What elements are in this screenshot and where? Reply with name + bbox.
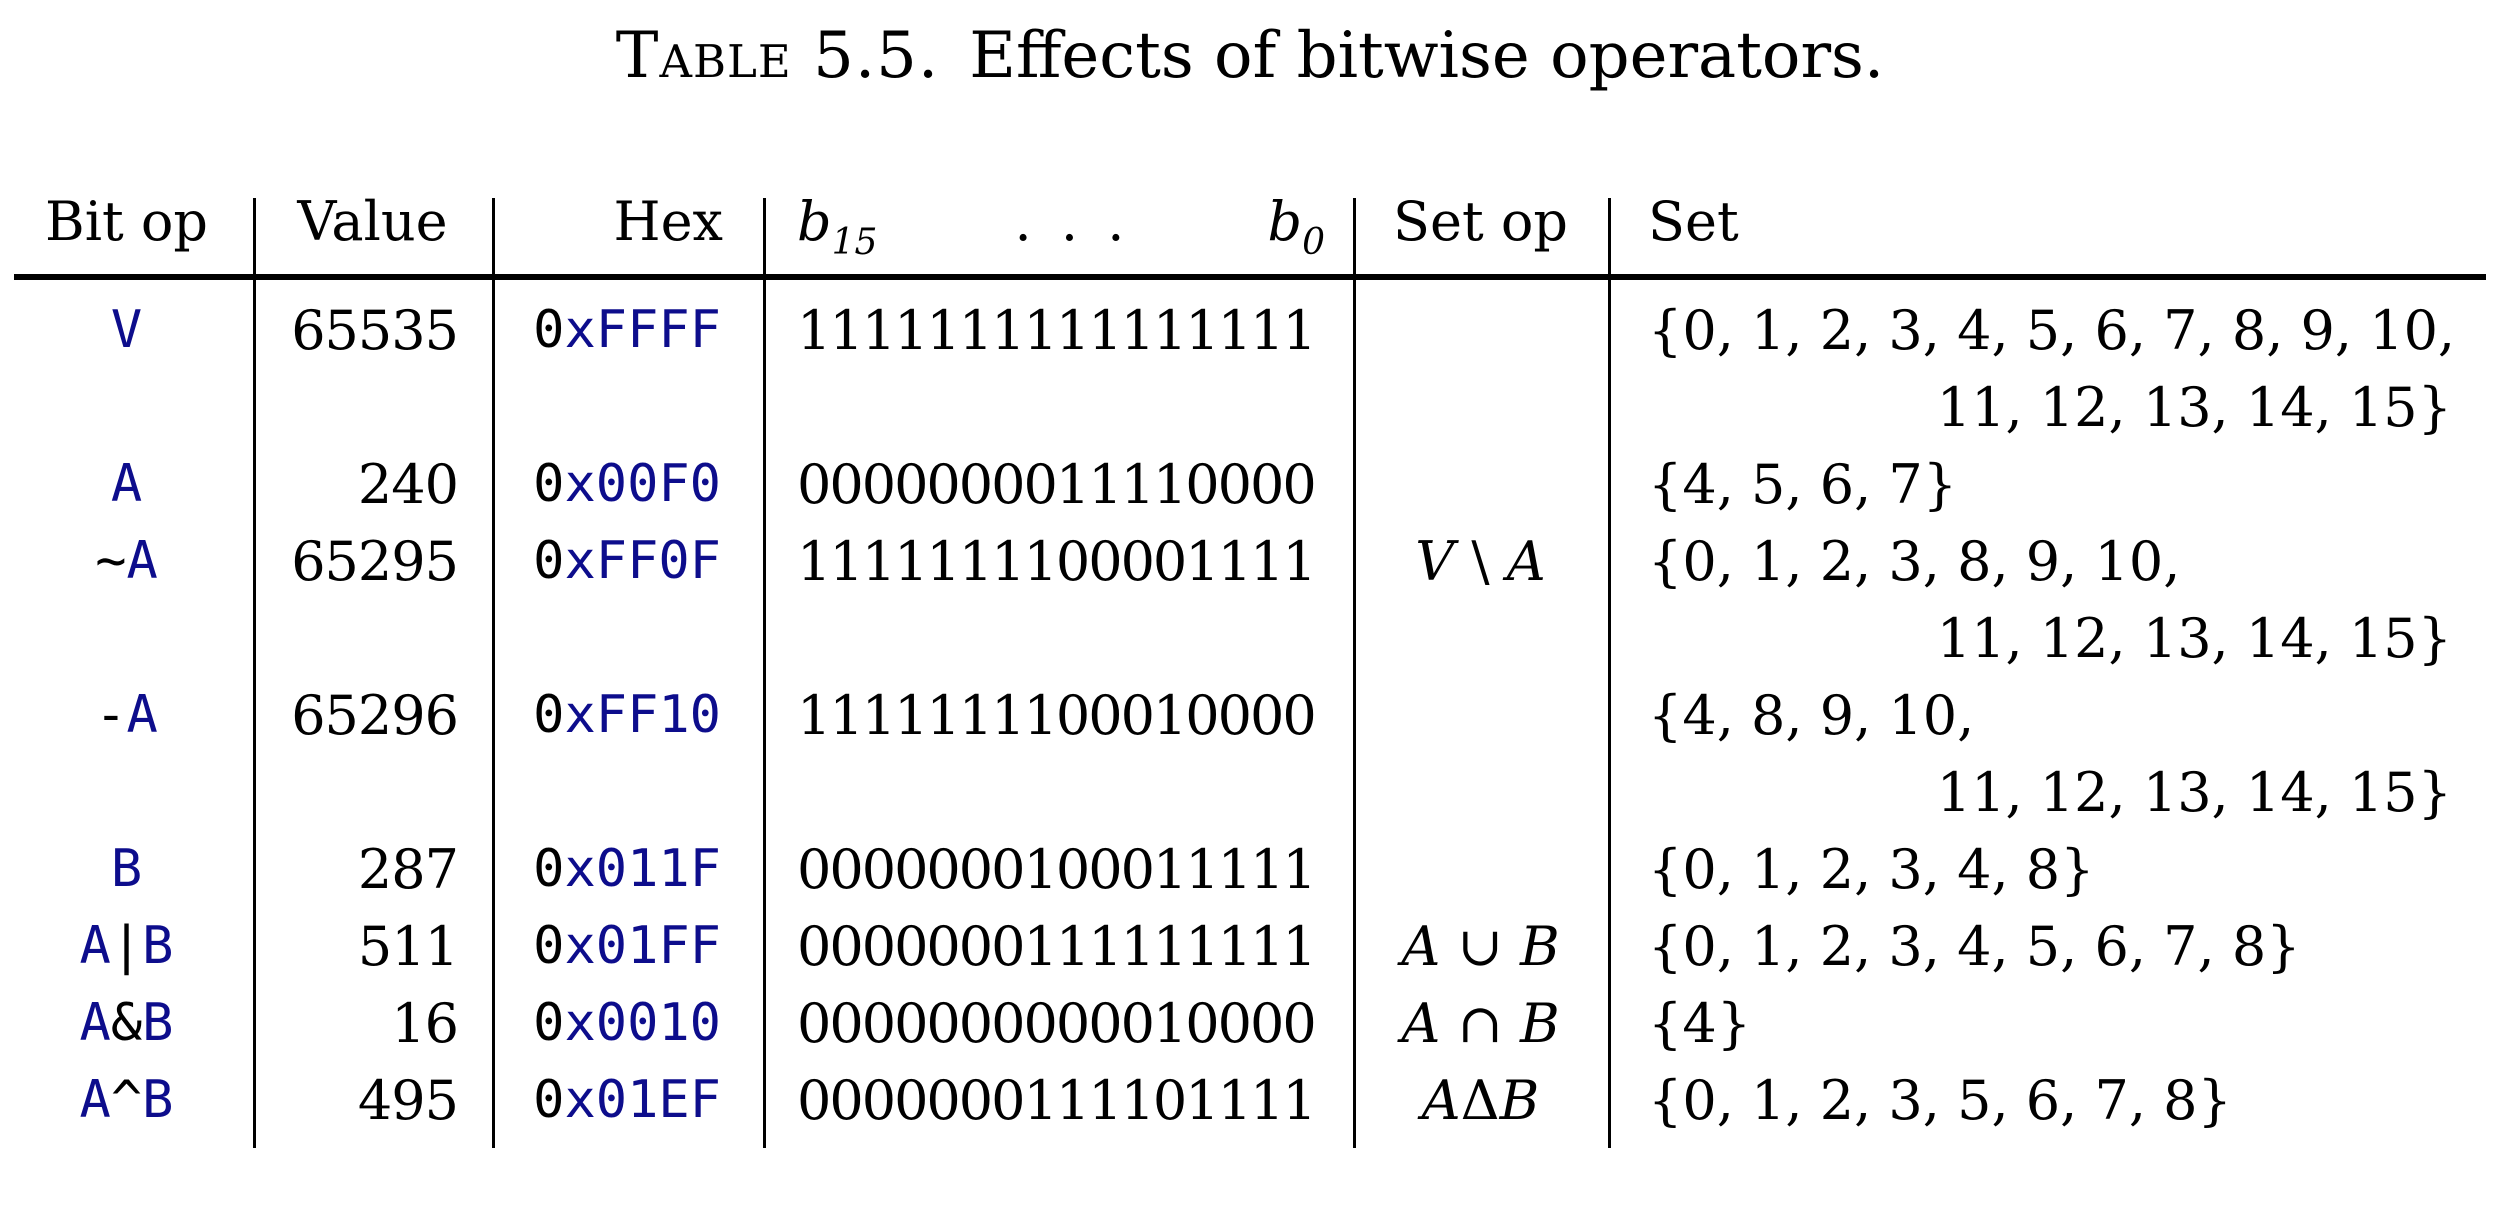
column-rule (253, 198, 256, 1148)
cell-bit-op: V (110, 300, 143, 360)
column-rule (492, 198, 495, 1148)
cell-bits: 1111111111111111 (797, 299, 1317, 362)
cell-bit-op: A|B (79, 916, 174, 976)
cell-bit-op: A (110, 454, 143, 514)
cell-value: 511 (357, 915, 459, 978)
cell-bits: 0000000000010000 (797, 992, 1317, 1055)
cell-bit-op: A&B (79, 993, 174, 1053)
bitwise-operators-table: V 65535 0xFFFF 1111111111111111 {0, 1, 2… (0, 292, 2500, 1139)
header-rule (14, 274, 2486, 280)
cell-hex: 0x0010 (533, 993, 721, 1053)
cell-hex: 0xFF10 (533, 685, 721, 745)
table-caption-text: Effects of bitwise operators. (969, 19, 1885, 93)
cell-set: {4, 5, 6, 7} (1648, 453, 1958, 516)
cell-hex: 0x01EF (533, 1070, 721, 1130)
cell-bits: 0000000100011111 (797, 838, 1317, 901)
cell-bits: 0000000111111111 (797, 915, 1317, 978)
cell-value: 65535 (291, 299, 459, 362)
header-bits-ellipsis: . . . (1014, 190, 1131, 253)
cell-value: 16 (391, 992, 459, 1055)
cell-set: {0, 1, 2, 3, 5, 6, 7, 8} (1648, 1069, 2232, 1132)
cell-value: 65296 (291, 684, 459, 747)
header-set-op: Set op (1393, 190, 1568, 253)
cell-bits: 0000000011110000 (797, 453, 1317, 516)
cell-set-op: V \ A (1415, 530, 1546, 593)
cell-set: {4} (1648, 992, 1752, 1055)
cell-value: 240 (357, 453, 459, 516)
table-caption-label: Table 5.5. (615, 19, 940, 93)
cell-hex: 0xFF0F (533, 531, 721, 591)
cell-set-op (1353, 677, 1608, 831)
header-hex: Hex (613, 190, 723, 253)
cell-bit-op: -A (95, 685, 158, 745)
cell-hex: 0x01FF (533, 916, 721, 976)
cell-set-op: A ∩ B (1401, 992, 1560, 1055)
cell-set-op (1353, 831, 1608, 908)
cell-set: {4, 8, 9, 10, 11, 12, 13, 14, 15} (1648, 684, 2452, 824)
table-header-row: Bit op Value Hex b15 . . . b0 Set op Set (0, 176, 2500, 274)
cell-set-op (1353, 292, 1608, 446)
cell-bits: 0000000111101111 (797, 1069, 1317, 1132)
cell-set: {0, 1, 2, 3, 4, 5, 6, 7, 8, 9, 10, 11, 12… (1648, 299, 2456, 439)
cell-set-op (1353, 446, 1608, 523)
table-caption: Table 5.5. Effects of bitwise operators. (0, 14, 2500, 98)
cell-hex: 0x00F0 (533, 454, 721, 514)
cell-bit-op: B (110, 839, 143, 899)
column-rule (1608, 198, 1611, 1148)
cell-bit-op: A^B (79, 1070, 174, 1130)
cell-set: {0, 1, 2, 3, 4, 5, 6, 7, 8} (1648, 915, 2301, 978)
header-bits-b15: b15 (797, 190, 878, 263)
cell-set-op: A ∪ B (1401, 915, 1560, 978)
cell-bits: 1111111100010000 (797, 684, 1317, 747)
header-bits-b0: b0 (1267, 190, 1325, 263)
column-rule (763, 198, 766, 1148)
cell-bits: 1111111100001111 (797, 530, 1317, 593)
cell-set: {0, 1, 2, 3, 8, 9, 10, 11, 12, 13, 14, 15… (1648, 530, 2452, 670)
column-rule (1353, 198, 1356, 1148)
header-value: Value (297, 190, 448, 253)
cell-value: 287 (357, 838, 459, 901)
cell-set-op: AΔB (1421, 1069, 1540, 1132)
cell-value: 495 (357, 1069, 459, 1132)
header-bit-op: Bit op (45, 190, 208, 253)
cell-hex: 0x011F (533, 839, 721, 899)
header-set: Set (1648, 190, 1739, 253)
cell-value: 65295 (291, 530, 459, 593)
cell-bit-op: ~A (95, 531, 158, 591)
header-bits: b15 . . . b0 (763, 176, 1353, 275)
cell-set: {0, 1, 2, 3, 4, 8} (1648, 838, 2095, 901)
cell-hex: 0xFFFF (533, 300, 721, 360)
